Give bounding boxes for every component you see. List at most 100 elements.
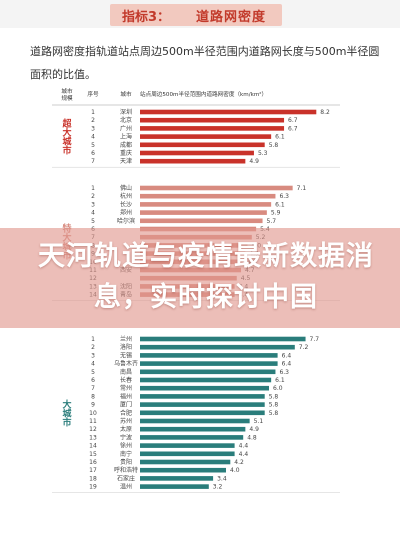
bar-value-label: 6.1 [275, 377, 285, 384]
bar-value-label: 6.1 [275, 201, 285, 208]
row-city: 长春 [120, 376, 132, 384]
bar-value-label: 4.4 [239, 451, 249, 458]
bar-value-label: 6.1 [275, 134, 285, 141]
bar [140, 344, 295, 350]
bar [140, 410, 265, 416]
bar-value-label: 8.2 [320, 109, 330, 116]
row-city: 北京 [120, 116, 132, 124]
row-city: 厦门 [120, 401, 132, 409]
overlay-banner [0, 228, 400, 328]
row-city: 佛山 [120, 184, 132, 192]
bar-value-label: 7.2 [299, 344, 309, 351]
bar [140, 134, 272, 139]
bar-value-label: 5.8 [269, 410, 279, 417]
bar-value-label: 5.8 [269, 393, 279, 400]
row-city: 深圳 [120, 108, 132, 116]
column-header-value: 站点周边500m半径范围内道路网密度（km/km²） [140, 90, 267, 98]
bar [140, 117, 285, 123]
row-rank: 1 [91, 185, 95, 192]
bar [140, 418, 250, 424]
row-city: 南昌 [120, 368, 132, 376]
group-label: 市 [62, 145, 71, 157]
bar-value-label: 4.9 [249, 158, 259, 165]
row-rank: 10 [89, 410, 97, 417]
group-label: 大 [62, 398, 71, 410]
bar-value-label: 6.4 [282, 352, 292, 359]
row-city: 兰州 [120, 335, 132, 343]
bar-value-label: 7.7 [310, 336, 320, 343]
row-city: 徐州 [120, 442, 132, 450]
bar-value-label: 5.1 [254, 418, 264, 425]
row-city: 苏州 [120, 417, 132, 425]
bar [140, 402, 265, 407]
row-rank: 3 [91, 201, 95, 208]
row-rank: 12 [89, 426, 97, 433]
column-header-scale: 城市 [61, 87, 73, 95]
bar [140, 467, 226, 473]
bar [140, 426, 246, 432]
row-city: 无锡 [120, 351, 132, 359]
row-city: 重庆 [120, 149, 132, 157]
bar [140, 109, 317, 115]
row-city: 合肥 [120, 409, 132, 417]
bar-value-label: 3.2 [213, 484, 223, 491]
row-city: 广州 [120, 124, 132, 132]
bar-value-label: 4.0 [230, 467, 240, 474]
bar [140, 459, 231, 465]
bar-value-label: 4.8 [247, 434, 257, 441]
bar-value-label: 5.9 [271, 210, 281, 217]
row-city: 太原 [120, 425, 132, 433]
bar [140, 361, 278, 366]
bar [140, 202, 272, 207]
bar-value-label: 4.2 [234, 459, 244, 466]
bar [140, 369, 276, 375]
indicator-box [110, 4, 282, 26]
bar [140, 193, 276, 199]
group-label: 市 [62, 416, 71, 428]
row-rank: 8 [91, 393, 95, 400]
bar [140, 210, 267, 215]
row-rank: 6 [91, 150, 95, 157]
row-rank: 15 [89, 451, 97, 458]
row-city: 长沙 [120, 200, 132, 208]
row-rank: 2 [91, 117, 95, 124]
bar [140, 443, 235, 448]
bar [140, 394, 265, 399]
bar-value-label: 5.8 [269, 402, 279, 409]
row-rank: 9 [91, 402, 95, 409]
bar [140, 385, 269, 391]
bar [140, 150, 254, 156]
row-rank: 4 [91, 134, 95, 141]
bar [140, 353, 278, 358]
row-rank: 5 [91, 142, 95, 149]
bar [140, 451, 235, 457]
indicator-label: 指标3： [122, 10, 171, 25]
indicator-description: 道路网密度指轨道站点周边500m半径范围内道路网长度与500m半径圆面积的比值。 [30, 45, 380, 81]
bar [140, 377, 272, 383]
row-city: 天津 [120, 158, 132, 165]
row-rank: 2 [91, 193, 95, 200]
row-rank: 5 [91, 218, 95, 225]
row-rank: 3 [91, 352, 95, 359]
bar [140, 158, 246, 164]
group-label: 大 [62, 127, 71, 139]
column-header-scale: 规模 [61, 94, 73, 102]
row-rank: 19 [89, 484, 97, 491]
bar [140, 476, 214, 481]
row-city: 杭州 [120, 192, 132, 200]
bar-value-label: 5.7 [267, 218, 277, 225]
bar-value-label: 6.4 [282, 361, 292, 368]
row-city: 郑州 [120, 209, 132, 217]
row-rank: 17 [89, 467, 97, 474]
row-city: 宁波 [120, 433, 132, 441]
group-label: 超 [61, 118, 72, 130]
bar-value-label: 6.3 [279, 369, 289, 376]
row-city: 洛阳 [120, 343, 132, 351]
row-rank: 1 [91, 336, 95, 343]
row-rank: 1 [91, 109, 95, 116]
row-rank: 6 [91, 377, 95, 384]
row-rank: 4 [91, 210, 95, 217]
row-city: 乌鲁木齐 [114, 360, 138, 368]
bar-value-label: 6.3 [279, 193, 289, 200]
overlay-headline: 天河轨道与疫情最新数据消息，实时探讨中国 [38, 241, 374, 313]
